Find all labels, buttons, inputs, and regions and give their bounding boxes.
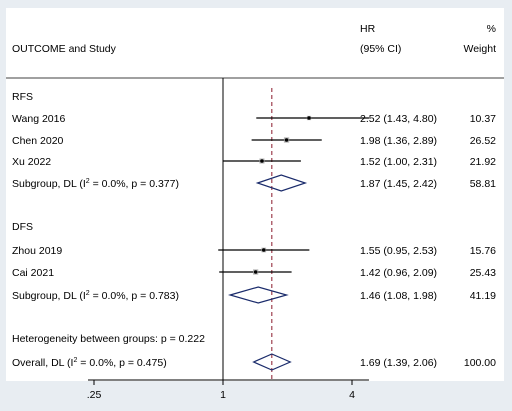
study-hr-ci: 1.55 (0.95, 2.53) xyxy=(360,245,437,257)
overall-hr-ci: 1.69 (1.39, 2.06) xyxy=(360,357,437,369)
header-weight: Weight xyxy=(464,43,497,55)
subgroup-rfs-hr-ci: 1.87 (1.45, 2.42) xyxy=(360,178,437,190)
overall-weight: 100.00 xyxy=(464,357,496,369)
overall-diamond xyxy=(252,353,292,371)
study-label: Chen 2020 xyxy=(12,135,64,147)
header-hr: HR xyxy=(360,23,376,35)
group-heading: RFS xyxy=(12,91,33,103)
study-point xyxy=(261,248,266,252)
study-weight: 15.76 xyxy=(470,245,496,257)
subgroup-rfs-diamond xyxy=(255,174,308,192)
study-label: Xu 2022 xyxy=(12,156,51,168)
subgroup-dfs-hr-ci: 1.46 (1.08, 1.98) xyxy=(360,290,437,302)
header-percent: % xyxy=(487,23,496,35)
study-point xyxy=(284,138,289,142)
plot-area xyxy=(6,8,504,381)
study-weight: 26.52 xyxy=(470,135,496,147)
x-tick-label: 1 xyxy=(220,389,226,401)
study-point xyxy=(253,270,258,274)
overall-label: Overall, DL (I2 = 0.0%, p = 0.475) xyxy=(12,357,167,369)
x-tick-label: 4 xyxy=(349,389,355,401)
subgroup-dfs-weight: 41.19 xyxy=(470,290,496,302)
subgroup-rfs-label: Subgroup, DL (I2 = 0.0%, p = 0.377) xyxy=(12,178,179,190)
study-label: Zhou 2019 xyxy=(12,245,62,257)
study-weight: 10.37 xyxy=(470,113,496,125)
study-weight: 25.43 xyxy=(470,267,496,279)
study-hr-ci: 1.42 (0.96, 2.09) xyxy=(360,267,437,279)
study-label: Cai 2021 xyxy=(12,267,54,279)
header-ci: (95% CI) xyxy=(360,43,401,55)
group-heading: DFS xyxy=(12,221,33,233)
heterogeneity-text: Heterogeneity between groups: p = 0.222 xyxy=(12,333,205,345)
study-hr-ci: 1.98 (1.36, 2.89) xyxy=(360,135,437,147)
study-hr-ci: 2.52 (1.43, 4.80) xyxy=(360,113,437,125)
header-outcome-study: OUTCOME and Study xyxy=(12,43,117,55)
study-point xyxy=(260,159,264,163)
study-point xyxy=(307,116,311,120)
subgroup-dfs-diamond xyxy=(227,286,289,304)
study-weight: 21.92 xyxy=(470,156,496,168)
subgroup-dfs-label: Subgroup, DL (I2 = 0.0%, p = 0.783) xyxy=(12,290,179,302)
study-label: Wang 2016 xyxy=(12,113,65,125)
x-tick-label: .25 xyxy=(87,389,102,401)
subgroup-rfs-weight: 58.81 xyxy=(470,178,496,190)
study-hr-ci: 1.52 (1.00, 2.31) xyxy=(360,156,437,168)
